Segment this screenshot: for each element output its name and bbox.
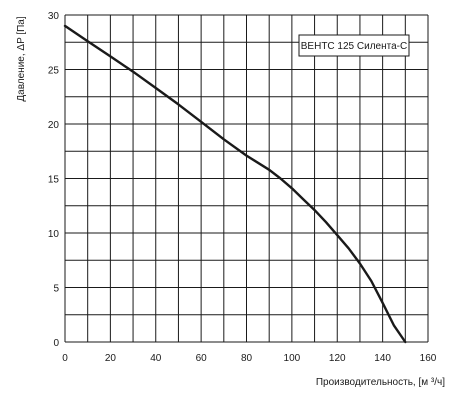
legend: ВЕНТС 125 Силента-С <box>298 34 410 57</box>
curve-layer <box>63 24 407 344</box>
series-line <box>63 24 407 344</box>
x-tick-labels: 0 20 40 60 80 100 120 140 160 <box>62 353 437 364</box>
y-tick-labels: 0 5 10 15 20 25 30 <box>48 11 60 349</box>
x-tick-label: 0 <box>62 353 68 364</box>
legend-box <box>298 34 410 57</box>
x-tick-label: 120 <box>329 353 346 364</box>
y-axis-label: Давление, ΔP [Па] <box>16 16 27 102</box>
y-tick-label: 15 <box>48 175 60 186</box>
x-tick-label: 60 <box>196 353 208 364</box>
x-axis-label: Производительность, [м ³/ч] <box>316 377 445 388</box>
y-tick-label: 0 <box>53 338 59 349</box>
x-tick-label: 100 <box>284 353 301 364</box>
y-tick-label: 20 <box>48 120 60 131</box>
grid <box>64 14 429 343</box>
x-tick-label: 20 <box>105 353 117 364</box>
y-tick-label: 5 <box>53 284 59 295</box>
x-tick-label: 160 <box>420 353 437 364</box>
y-tick-label: 10 <box>48 229 60 240</box>
legend-label: ВЕНТС 125 Силента-С <box>301 41 407 52</box>
x-tick-label: 140 <box>374 353 391 364</box>
x-tick-label: 80 <box>241 353 253 364</box>
x-tick-label: 40 <box>150 353 162 364</box>
y-tick-label: 25 <box>48 66 60 77</box>
y-tick-label: 30 <box>48 11 60 22</box>
